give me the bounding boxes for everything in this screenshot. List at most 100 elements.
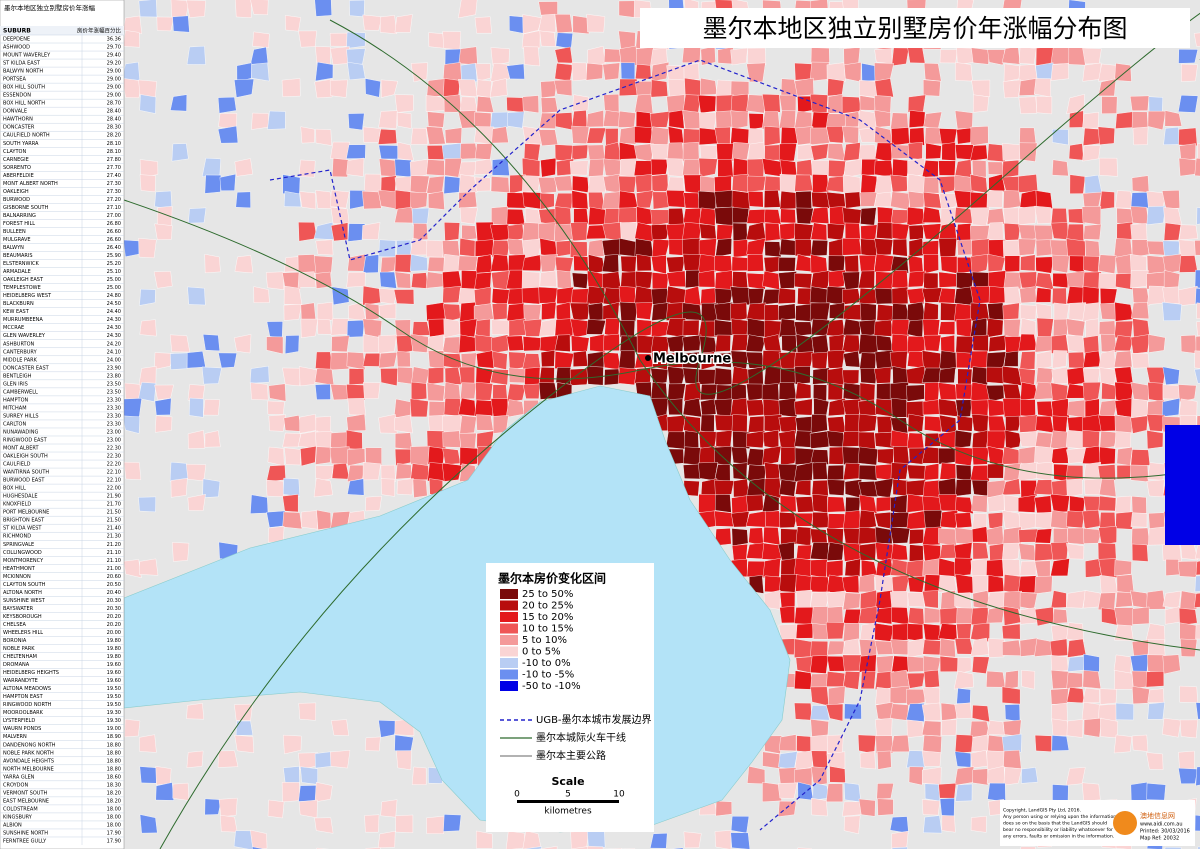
region: [907, 255, 924, 274]
region: [572, 175, 590, 193]
suburb-name: BOX HILL: [3, 486, 26, 492]
region: [139, 734, 157, 753]
region: [170, 0, 190, 18]
region: [1178, 95, 1199, 113]
region: [810, 270, 831, 289]
region: [282, 272, 301, 290]
region: [1036, 400, 1054, 418]
region: [1146, 589, 1166, 610]
region: [1018, 238, 1037, 256]
region: [906, 432, 925, 449]
region: [746, 478, 766, 498]
brand: 澳地信息网: [1140, 811, 1175, 820]
region: [924, 415, 942, 433]
region: [393, 289, 415, 305]
legend-label: 10 to 15%: [522, 624, 573, 635]
region: [523, 304, 542, 322]
region: [235, 720, 254, 736]
region: [746, 430, 766, 449]
region: [779, 318, 797, 338]
region: [1131, 527, 1150, 546]
suburb-name: DONCASTER: [3, 125, 35, 131]
suburb-growth: 24.20: [107, 341, 121, 347]
region: [1083, 717, 1102, 738]
region: [731, 511, 750, 528]
region: [1001, 542, 1020, 562]
region: [522, 95, 540, 114]
region: [745, 334, 766, 353]
region: [811, 797, 828, 817]
region: [858, 573, 875, 593]
region: [425, 126, 446, 145]
region: [1099, 367, 1118, 385]
region: [794, 321, 813, 337]
region: [923, 463, 939, 481]
region: [956, 623, 972, 640]
region: [731, 543, 748, 562]
region: [1114, 495, 1132, 515]
region: [1163, 126, 1180, 145]
region: [876, 655, 894, 674]
suburb-growth: 27.30: [107, 189, 121, 195]
region: [138, 238, 157, 259]
region: [890, 703, 909, 721]
region: [330, 352, 350, 371]
region: [748, 415, 765, 433]
suburb-name: ESSENDON: [3, 93, 31, 99]
region: [763, 526, 781, 546]
region: [138, 496, 156, 513]
suburb-name: MURRUMBEENA: [3, 317, 43, 323]
suburb-growth: 24.10: [107, 349, 121, 355]
region: [443, 175, 461, 194]
region: [1113, 734, 1133, 754]
region: [139, 319, 157, 337]
region: [380, 799, 398, 818]
region: [1115, 702, 1134, 721]
scale-title: Scale: [551, 775, 584, 788]
region: [251, 112, 269, 130]
region: [172, 542, 190, 562]
region: [1020, 846, 1036, 849]
region: [458, 0, 478, 19]
url: www.aidi.com.au: [1140, 822, 1183, 828]
region: [1163, 222, 1182, 241]
region: [619, 78, 638, 97]
suburb-growth: 18.60: [107, 774, 121, 780]
region: [474, 286, 492, 306]
region: [1148, 526, 1166, 546]
region: [1114, 302, 1134, 322]
suburb-name: BRIGHTON EAST: [3, 518, 45, 524]
suburb-growth: 26.80: [107, 221, 121, 227]
region: [1131, 543, 1149, 562]
suburb-name: GISBORNE SOUTH: [3, 205, 49, 211]
region: [859, 95, 876, 111]
region: [810, 143, 829, 161]
region: [730, 110, 749, 130]
region: [779, 495, 797, 513]
region: [172, 15, 190, 33]
region: [442, 447, 461, 465]
region: [1162, 366, 1180, 386]
region: [778, 257, 796, 272]
region: [747, 366, 764, 386]
suburb-growth: 18.00: [107, 822, 121, 828]
suburb-name: RINGWOOD EAST: [3, 438, 48, 444]
region: [986, 670, 1006, 688]
region: [666, 142, 685, 162]
suburb-name: ARMADALE: [3, 269, 31, 275]
region: [1034, 512, 1054, 530]
region: [442, 31, 461, 51]
region: [380, 79, 399, 98]
suburb-name: ELSTERNWICK: [3, 261, 39, 267]
region: [617, 367, 637, 386]
region: [1066, 687, 1085, 704]
region: [764, 126, 781, 147]
region: [780, 528, 798, 545]
region: [1034, 734, 1052, 752]
region: [1097, 464, 1116, 482]
region: [554, 63, 574, 82]
region: [187, 493, 206, 511]
region: [650, 158, 669, 176]
region: [828, 397, 846, 417]
